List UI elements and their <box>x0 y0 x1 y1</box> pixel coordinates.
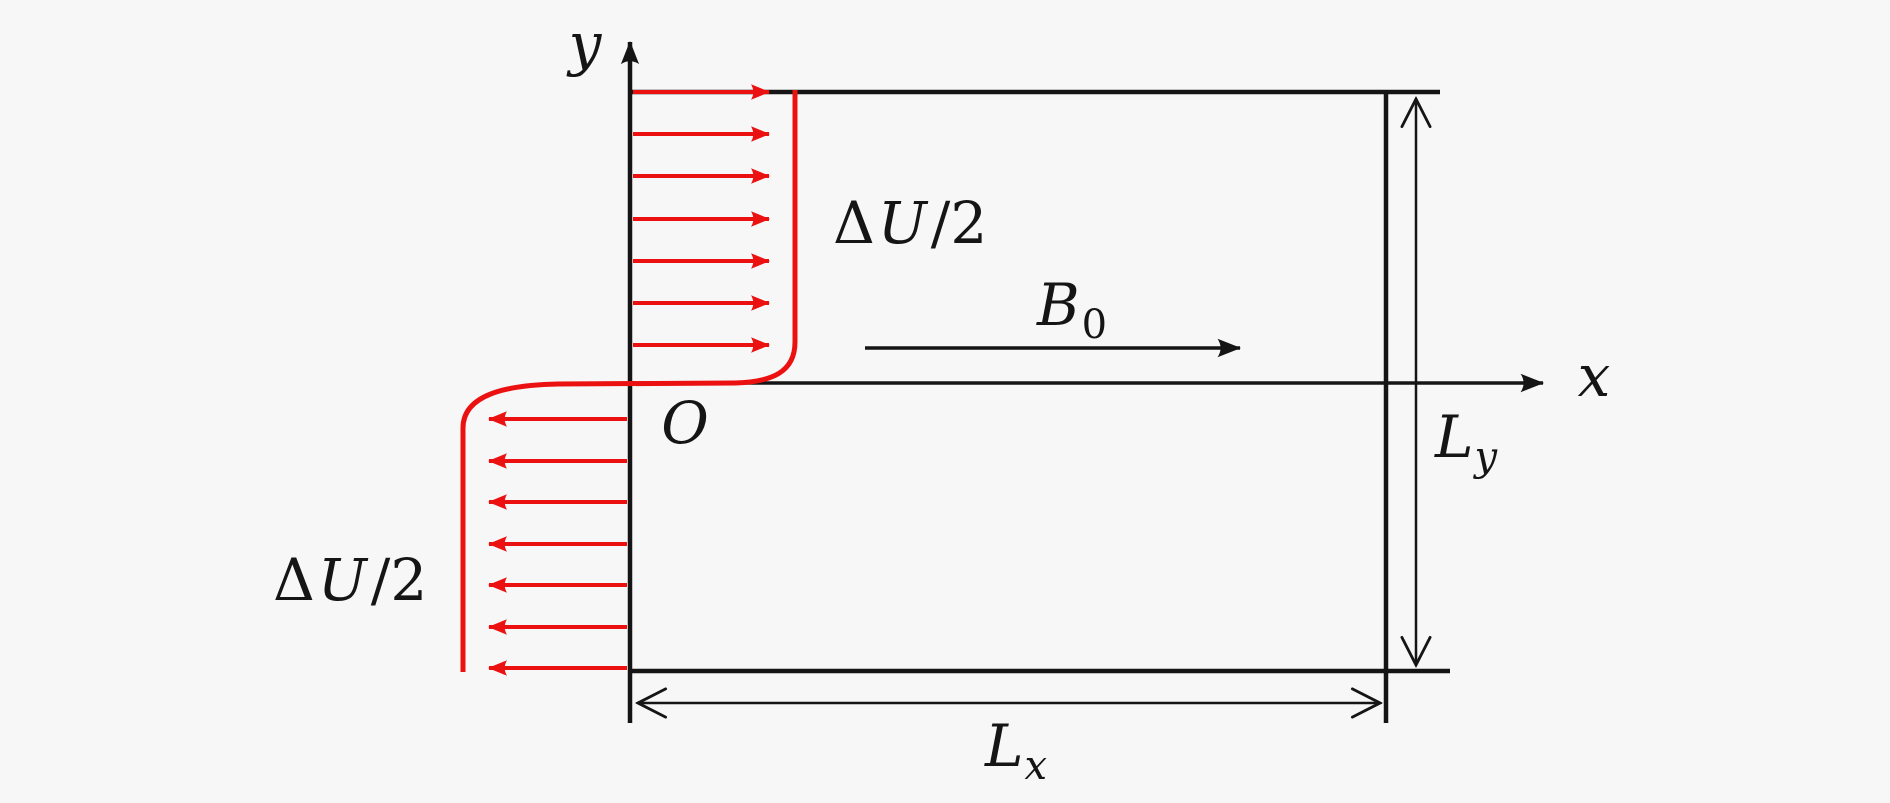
ly-label: Ly <box>1434 403 1499 480</box>
velocity-profile-curve <box>460 90 798 672</box>
delta-u-lower-label: ΔU/2 <box>273 546 427 614</box>
velocity-arrows-lower <box>487 411 627 676</box>
origin-label: O <box>661 389 709 457</box>
b0-label: B0 <box>1036 271 1107 348</box>
y-axis-label: y <box>566 10 603 78</box>
x-axis-label: x <box>1578 342 1611 410</box>
delta-u-upper-label: ΔU/2 <box>833 189 987 257</box>
velocity-arrows-upper <box>633 84 771 353</box>
lx-label: Lx <box>984 712 1047 789</box>
domain-rectangle <box>630 89 1450 723</box>
